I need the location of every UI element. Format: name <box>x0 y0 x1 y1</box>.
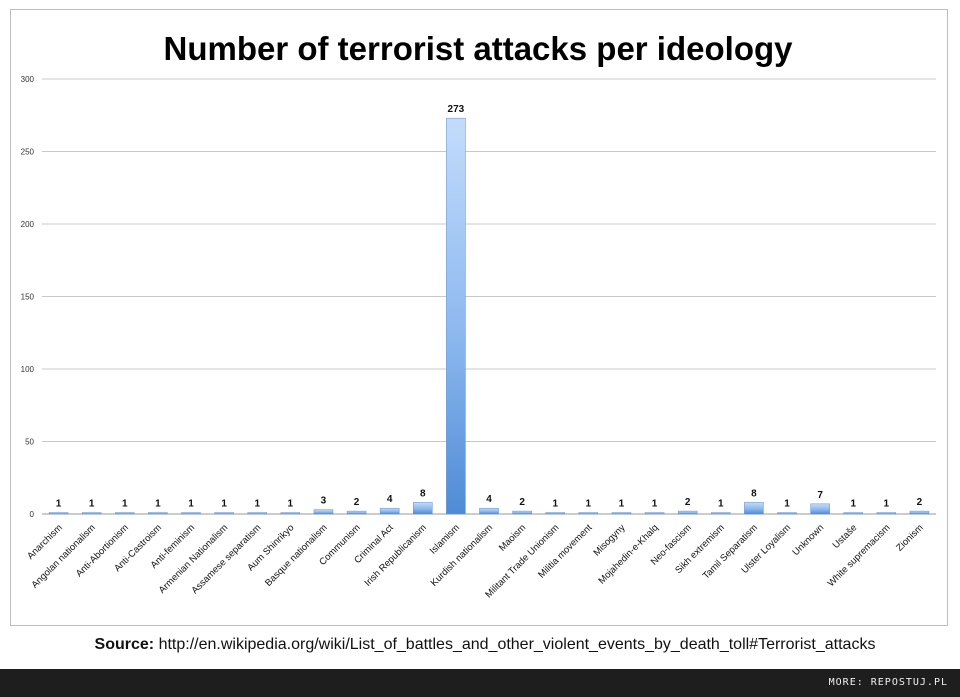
bar <box>744 502 764 515</box>
grid-lines <box>42 78 936 515</box>
x-tick-label: Irish Republicanism <box>362 522 428 588</box>
bar <box>48 512 69 515</box>
x-tick-label: White supremacism <box>826 522 893 589</box>
bar <box>214 512 234 515</box>
x-tick-label: Kurdish nationalism <box>429 522 495 588</box>
data-label: 1 <box>652 499 658 510</box>
bar <box>346 510 367 515</box>
data-label: 1 <box>850 499 856 510</box>
bar <box>909 510 930 515</box>
bar <box>479 507 499 515</box>
y-tick-label: 100 <box>21 365 35 374</box>
footer-bar: MORE: REPOSTUJ.PL <box>0 669 960 697</box>
data-label: 1 <box>254 499 260 510</box>
data-label: 1 <box>56 499 62 510</box>
bar <box>711 512 731 515</box>
data-labels: 1 1 1 1 1 1 1 1 3 2 4 8 273 4 2 1 1 1 1 2 1 8 1 7 1 1 2 <box>56 104 923 509</box>
y-tick-label: 50 <box>25 438 34 447</box>
data-label: 8 <box>751 488 757 499</box>
data-label: 1 <box>188 499 194 510</box>
data-label: 2 <box>917 497 923 508</box>
bar <box>379 507 400 515</box>
source-url[interactable]: http://en.wikipedia.org/wiki/List_of_bat… <box>158 636 876 653</box>
data-label: 1 <box>586 499 592 510</box>
x-tick-label: Basque nationalism <box>263 522 329 588</box>
bar <box>545 512 565 515</box>
data-label: 2 <box>685 497 691 508</box>
footer-link[interactable]: MORE: REPOSTUJ.PL <box>828 677 948 688</box>
bar <box>777 512 797 515</box>
x-tick-label: Zionism <box>894 522 925 553</box>
y-tick-label: 150 <box>21 293 35 302</box>
bar <box>181 512 201 515</box>
data-label: 1 <box>288 499 294 510</box>
x-tick-label: Maoism <box>497 522 528 553</box>
data-label: 8 <box>420 488 426 499</box>
x-tick-label: Ustaše <box>831 522 860 551</box>
x-tick-label: Mojahedin-e-Khalq <box>597 522 661 586</box>
chart-frame <box>10 9 948 626</box>
data-label: 1 <box>619 499 625 510</box>
bar <box>512 510 532 515</box>
bar <box>81 512 102 515</box>
data-label: 273 <box>448 104 465 115</box>
source-label: Source: <box>94 636 155 653</box>
data-label: 7 <box>817 490 823 501</box>
data-label: 1 <box>122 499 128 510</box>
data-label: 1 <box>784 499 790 510</box>
x-tick-label: Angolan nationalism <box>30 522 98 590</box>
bar <box>578 512 599 515</box>
bar <box>115 512 135 515</box>
y-axis-ticks: 0 50 100 150 200 250 300 <box>21 75 35 519</box>
bar <box>677 510 698 515</box>
bar <box>413 502 433 515</box>
bar-chart: Number of terrorist attacks per ideology… <box>21 30 936 600</box>
data-label: 4 <box>387 494 393 505</box>
data-label: 1 <box>221 499 227 510</box>
bar <box>148 512 168 515</box>
data-label: 1 <box>552 499 558 510</box>
chart-title: Number of terrorist attacks per ideology <box>164 30 794 67</box>
bar <box>446 117 466 515</box>
data-label: 2 <box>354 497 360 508</box>
data-label: 1 <box>155 499 161 510</box>
y-tick-label: 0 <box>30 510 35 519</box>
bar <box>247 512 267 515</box>
bars <box>48 117 930 515</box>
data-label: 1 <box>718 499 724 510</box>
data-label: 3 <box>321 496 327 507</box>
bar <box>843 512 863 515</box>
y-tick-label: 300 <box>21 75 35 84</box>
bar <box>644 512 665 515</box>
y-tick-label: 250 <box>21 148 35 157</box>
bar <box>611 512 632 515</box>
bar <box>313 509 334 515</box>
source-line: Source: http://en.wikipedia.org/wiki/Lis… <box>0 636 960 654</box>
y-tick-label: 200 <box>21 220 35 229</box>
bar <box>280 512 301 515</box>
data-label: 2 <box>519 497 525 508</box>
data-label: 1 <box>89 499 95 510</box>
data-label: 4 <box>486 494 492 505</box>
x-tick-label: Unknown <box>790 522 826 558</box>
bar <box>876 512 897 515</box>
data-label: 1 <box>884 499 890 510</box>
bar <box>810 503 830 515</box>
